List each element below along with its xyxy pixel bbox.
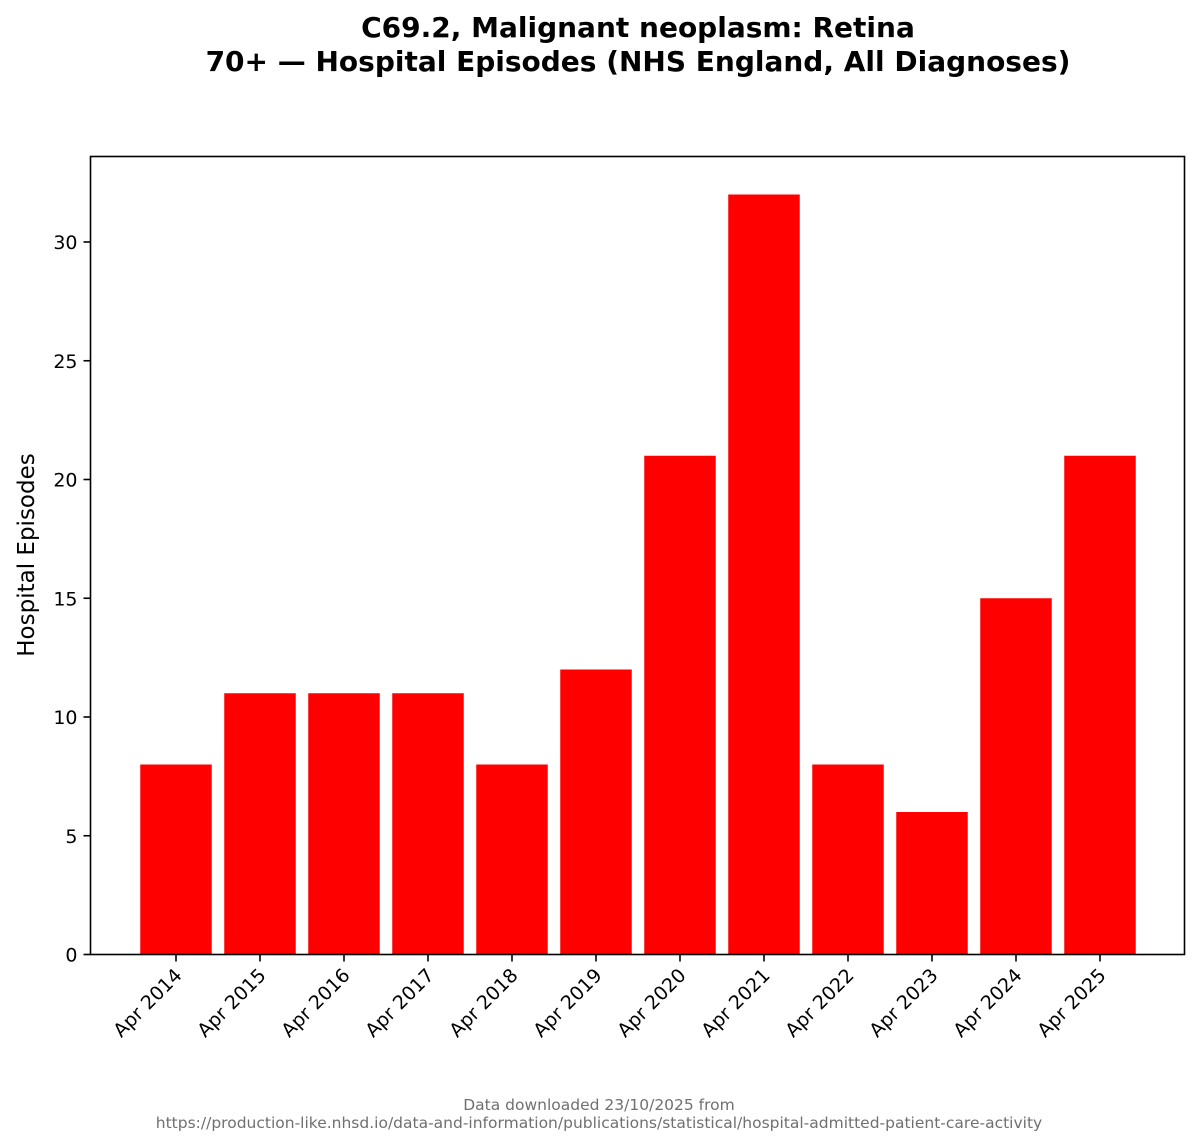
bar-apr-2016: [308, 693, 380, 955]
bars-layer: [140, 194, 1136, 955]
bar-apr-2017: [392, 693, 464, 955]
footnote-line-1: Data downloaded 23/10/2025 from: [463, 1096, 735, 1114]
chart-title-line-1: C69.2, Malignant neoplasm: Retina: [361, 11, 915, 44]
y-tick-label: 0: [65, 945, 77, 967]
x-tick-label: Apr 2016: [277, 964, 354, 1041]
x-tick-label: Apr 2025: [1033, 964, 1110, 1041]
bar-apr-2019: [560, 669, 632, 955]
plot-frame: [89, 155, 1186, 956]
y-tick-label: 15: [53, 588, 77, 610]
bar-apr-2022: [812, 764, 884, 955]
y-axis-label: Hospital Episodes: [14, 453, 40, 656]
bar-apr-2024: [980, 598, 1052, 955]
x-tick-label: Apr 2017: [361, 964, 438, 1041]
y-tick-label: 5: [65, 826, 77, 848]
y-tick-label: 30: [53, 232, 77, 254]
x-tick-label: Apr 2021: [697, 964, 774, 1041]
chart-title-line-2: 70+ — Hospital Episodes (NHS England, Al…: [206, 45, 1071, 78]
y-tick-label: 25: [53, 351, 77, 373]
bar-apr-2020: [644, 455, 716, 955]
bar-apr-2021: [728, 194, 800, 955]
y-tick-label: 10: [53, 707, 77, 729]
x-tick-label: Apr 2018: [445, 964, 522, 1041]
footnote-line-2: https://production-like.nhsd.io/data-and…: [156, 1114, 1042, 1132]
x-tick-label: Apr 2019: [529, 964, 606, 1041]
y-tick-label: 20: [53, 470, 77, 492]
bar-apr-2018: [476, 764, 548, 955]
x-tick-label: Apr 2023: [865, 964, 942, 1041]
x-tick-label: Apr 2020: [613, 964, 690, 1041]
bar-apr-2015: [224, 693, 296, 955]
bar-apr-2014: [140, 764, 212, 955]
bar-apr-2025: [1064, 455, 1136, 955]
bar-apr-2023: [896, 812, 968, 955]
x-tick-label: Apr 2014: [109, 964, 186, 1041]
x-tick-label: Apr 2024: [949, 964, 1026, 1041]
x-tick-label: Apr 2022: [781, 964, 858, 1041]
x-tick-label: Apr 2015: [193, 964, 270, 1041]
y-axis: 0 5 10 15 20 25 30: [53, 232, 91, 967]
x-axis: Apr 2014 Apr 2015 Apr 2016 Apr 2017 Apr 2018…: [109, 954, 1111, 1042]
